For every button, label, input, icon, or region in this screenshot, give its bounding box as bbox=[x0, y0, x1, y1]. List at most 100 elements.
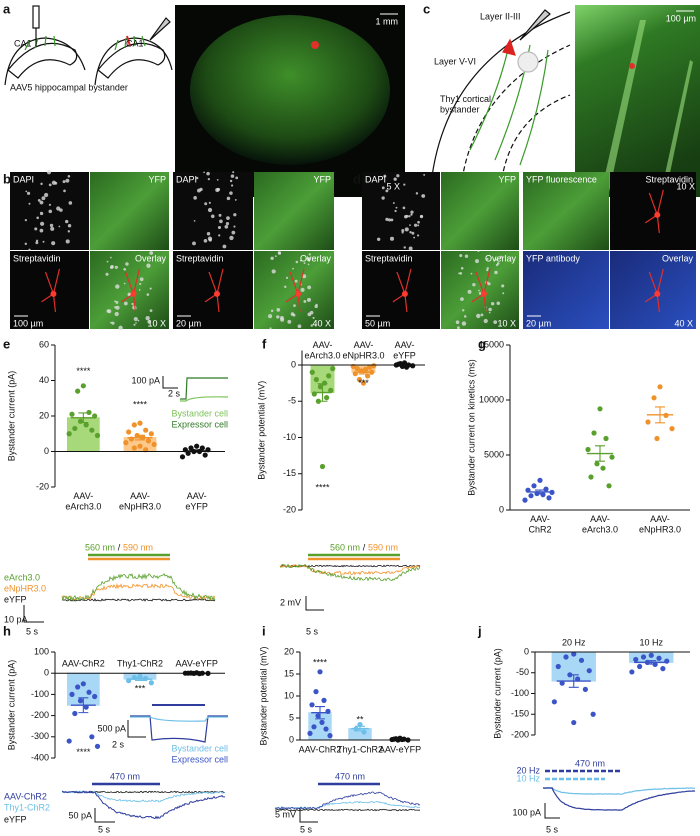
image-a-cell bbox=[311, 41, 319, 49]
nucleus bbox=[280, 317, 285, 322]
data-point bbox=[72, 425, 78, 432]
nucleus bbox=[225, 222, 230, 226]
x-tick-label: AAV-eYFP bbox=[393, 340, 416, 360]
nucleus bbox=[410, 210, 414, 214]
y-tick-label: -100 bbox=[511, 688, 529, 698]
nucleus bbox=[118, 325, 123, 331]
nucleus bbox=[307, 285, 312, 290]
data-point bbox=[94, 743, 101, 749]
channel-label: Streptavidin bbox=[645, 174, 693, 184]
panel-letter: e bbox=[3, 336, 10, 351]
nucleus bbox=[390, 218, 394, 222]
y-axis-label: Bystander potential (mV) bbox=[256, 381, 266, 480]
nucleus bbox=[478, 289, 480, 292]
nucleus bbox=[207, 177, 210, 181]
data-point bbox=[69, 691, 75, 698]
nucleus bbox=[208, 201, 211, 204]
trace-label: eYFP bbox=[4, 594, 27, 604]
data-point bbox=[591, 430, 597, 436]
nucleus bbox=[50, 226, 55, 231]
trace bbox=[274, 808, 421, 812]
data-point bbox=[575, 676, 581, 682]
scale-label: 5 s bbox=[546, 824, 559, 834]
data-point bbox=[321, 697, 327, 704]
error-bar bbox=[135, 434, 145, 441]
x-tick-label: Thy1-ChR2 bbox=[337, 744, 383, 754]
channel-label: Overlay bbox=[300, 253, 332, 263]
nucleus bbox=[470, 272, 473, 275]
nucleus bbox=[111, 321, 115, 325]
soma bbox=[480, 290, 487, 297]
data-point bbox=[594, 461, 600, 467]
nucleus bbox=[455, 320, 460, 325]
nucleus bbox=[297, 324, 302, 329]
data-point bbox=[75, 684, 81, 690]
data-point bbox=[315, 713, 321, 719]
scale-label: 1 mm bbox=[376, 16, 399, 26]
nucleus bbox=[461, 309, 465, 312]
nucleus bbox=[34, 227, 38, 231]
nucleus bbox=[229, 235, 234, 241]
nucleus bbox=[376, 237, 381, 242]
scale-bar bbox=[23, 605, 44, 623]
schematic-a bbox=[4, 5, 173, 86]
data-point bbox=[637, 663, 643, 670]
light-label: 470 nm bbox=[575, 758, 605, 768]
micrograph bbox=[523, 172, 609, 250]
layer-label: Layer II-III bbox=[480, 11, 521, 21]
channel-label: Overlay bbox=[662, 253, 694, 263]
y-tick-label: 15 bbox=[284, 668, 294, 678]
data-point bbox=[143, 427, 149, 433]
y-tick-label: 10 bbox=[284, 690, 294, 700]
neuron bbox=[471, 268, 491, 312]
y-tick-label: 0 bbox=[291, 359, 296, 369]
data-point bbox=[194, 443, 200, 449]
error-bar bbox=[595, 445, 605, 462]
micrograph bbox=[610, 172, 696, 250]
nucleus bbox=[39, 200, 44, 205]
light-label: 470 nm bbox=[335, 771, 365, 781]
nucleus bbox=[404, 227, 409, 232]
nucleus bbox=[37, 199, 41, 202]
data-point bbox=[123, 440, 129, 446]
nucleus bbox=[193, 196, 197, 200]
nucleus bbox=[42, 240, 45, 243]
nucleus bbox=[206, 171, 210, 176]
nucleus bbox=[417, 220, 420, 224]
neuron bbox=[285, 268, 305, 312]
nucleus bbox=[199, 187, 203, 192]
caption: AAV5 hippocampal bystander bbox=[10, 82, 128, 92]
nucleus bbox=[308, 253, 311, 256]
nucleus bbox=[290, 312, 295, 316]
nucleus bbox=[270, 256, 274, 260]
nucleus bbox=[408, 215, 411, 218]
nucleus bbox=[396, 174, 400, 178]
nucleus bbox=[464, 254, 469, 258]
data-point bbox=[319, 719, 325, 726]
data-point bbox=[571, 651, 577, 657]
data-point bbox=[309, 369, 315, 375]
error-bar bbox=[358, 370, 369, 375]
nucleus bbox=[233, 225, 236, 228]
nucleus bbox=[502, 292, 505, 295]
micrograph bbox=[441, 172, 519, 250]
trace-label: 10 Hz bbox=[516, 773, 540, 783]
nucleus bbox=[235, 176, 239, 180]
nucleus bbox=[146, 293, 150, 296]
x-tick-label: AAV-eNpHR3.0 bbox=[639, 514, 681, 534]
nucleus bbox=[312, 316, 315, 320]
nucleus bbox=[131, 302, 134, 306]
x-tick-label: AAV-ChR2 bbox=[299, 744, 342, 754]
y-tick-label: -15 bbox=[283, 468, 296, 478]
nucleus bbox=[269, 327, 272, 330]
data-point bbox=[86, 689, 92, 695]
nucleus bbox=[494, 270, 498, 275]
nucleus bbox=[222, 244, 227, 249]
neuron bbox=[392, 268, 412, 312]
light-label: 560 nm bbox=[330, 542, 360, 552]
x-tick-label: 10 Hz bbox=[639, 637, 663, 647]
data-point bbox=[590, 711, 596, 717]
channel-label: YFP bbox=[148, 174, 166, 184]
nucleus bbox=[138, 289, 141, 291]
nucleus bbox=[224, 224, 229, 229]
